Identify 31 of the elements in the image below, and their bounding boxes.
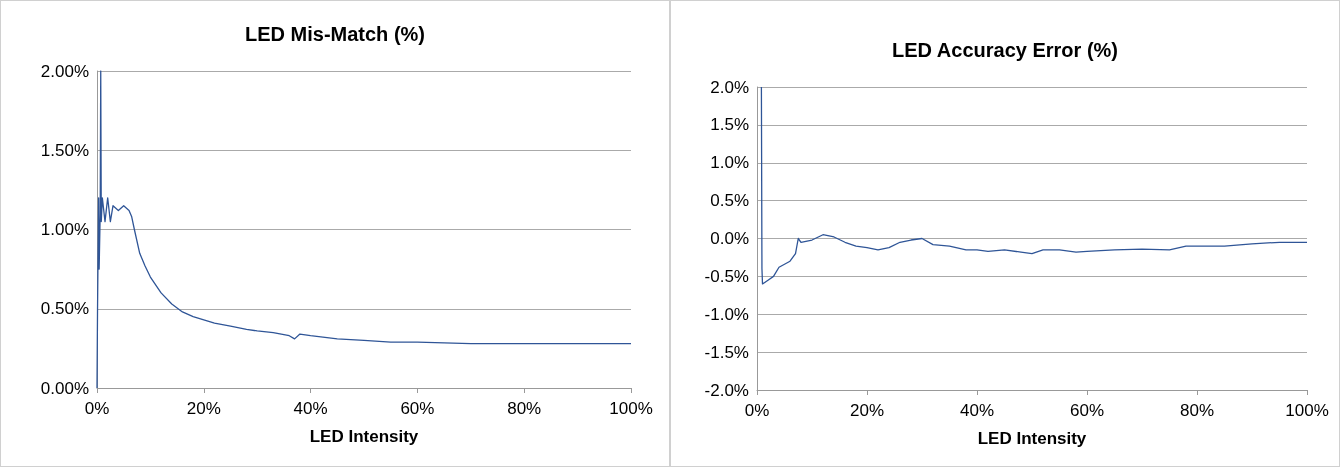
y-tick-label: 1.00% <box>40 220 89 239</box>
y-tick-label: -0.5% <box>704 266 749 286</box>
x-axis-title: LED Intensity <box>309 427 419 446</box>
y-tick-label: 2.00% <box>40 61 89 81</box>
y-tick-label: 0.0% <box>710 229 749 248</box>
x-axis-title: LED Intensity <box>977 429 1087 448</box>
x-tick-label: 60% <box>400 399 435 418</box>
x-tick-label: 40% <box>959 401 995 420</box>
x-tick-label: 0% <box>744 401 770 420</box>
x-tick-label: 0% <box>84 399 110 418</box>
y-tick-label: 2.0% <box>710 77 749 97</box>
y-tick-label: -1.0% <box>704 304 749 324</box>
x-tick-label: 80% <box>1179 401 1215 420</box>
x-tick-label: 80% <box>507 399 542 418</box>
y-tick-label: 1.0% <box>710 153 749 173</box>
y-tick-label: 1.5% <box>710 115 749 135</box>
y-tick-label: -1.5% <box>704 342 749 362</box>
y-tick-label: 0.5% <box>710 191 749 211</box>
line-series <box>760 86 1308 285</box>
chart-title: LED Mis-Match (%) <box>245 23 425 45</box>
y-tick-label: -2.0% <box>704 380 749 400</box>
x-tick-label: 40% <box>293 399 328 418</box>
x-tick-label: 20% <box>849 401 885 420</box>
x-tick-label: 100% <box>1285 401 1329 420</box>
y-tick-label: 1.50% <box>40 140 89 160</box>
x-tick-label: 60% <box>1069 401 1105 420</box>
x-tick-label: 100% <box>609 399 653 418</box>
x-tick-label: 20% <box>186 399 221 418</box>
y-tick-label: 0.00% <box>40 378 89 398</box>
chart-title: LED Accuracy Error (%) <box>892 39 1118 61</box>
y-tick-label: 0.50% <box>40 299 89 319</box>
